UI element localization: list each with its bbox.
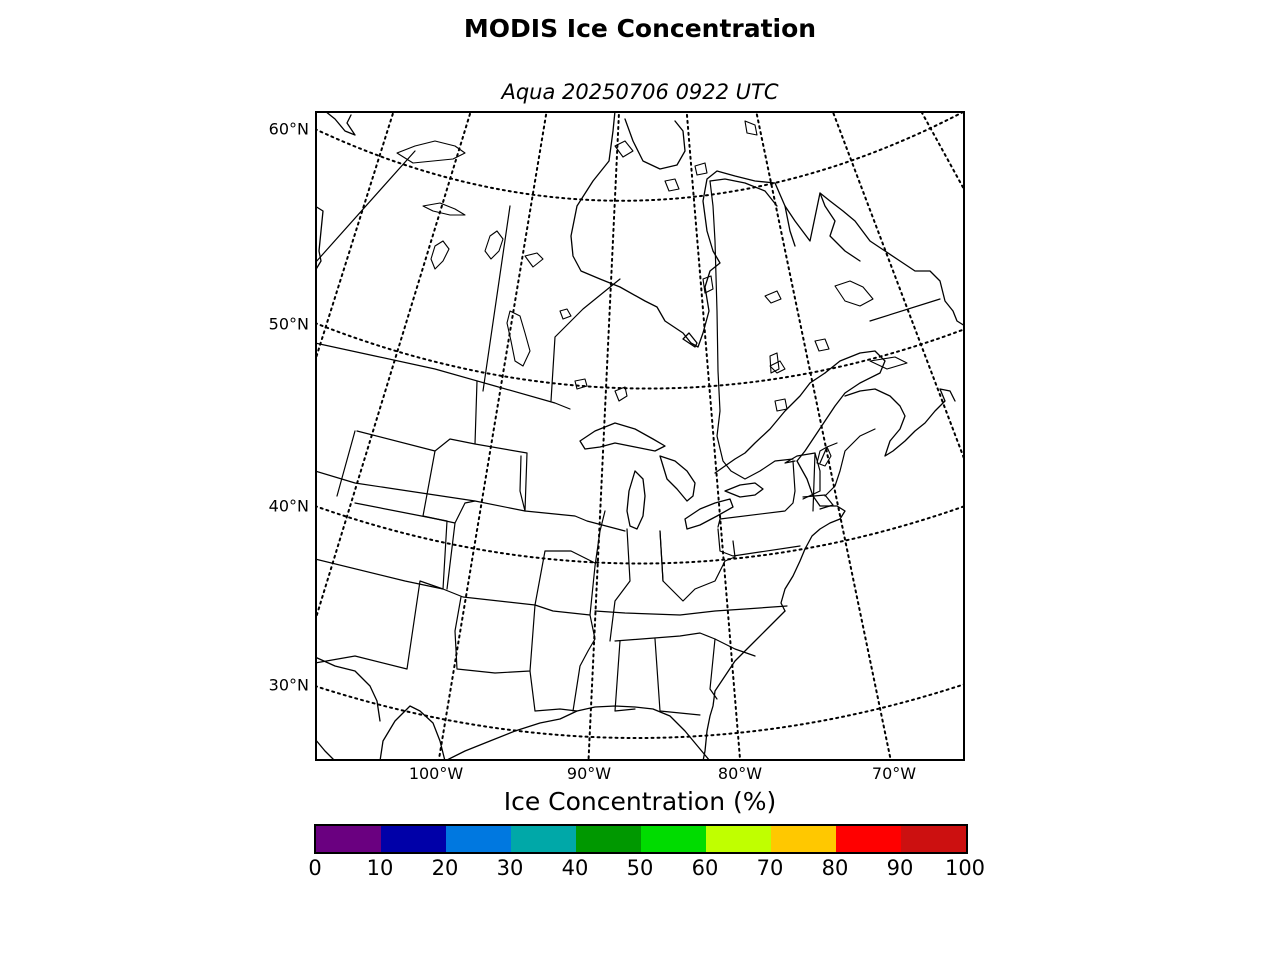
colorbar-tick-label: 90 <box>886 856 914 880</box>
political-boundaries <box>315 150 941 716</box>
colorbar-tick-label: 0 <box>308 856 322 880</box>
colorbar-tick-label: 80 <box>821 856 849 880</box>
colorbar-tick-label: 100 <box>944 856 986 880</box>
map-frame <box>315 111 965 761</box>
colorbar-tick-label: 30 <box>496 856 524 880</box>
lon-label-80w: 80°W <box>717 764 763 783</box>
colorbar-segment <box>446 826 511 852</box>
colorbar-tick-label: 60 <box>691 856 719 880</box>
great-lakes <box>579 332 764 530</box>
colorbar-segment <box>836 826 901 852</box>
lat-label-60n: 60°N <box>268 119 309 139</box>
map-panel <box>315 111 965 761</box>
lon-label-100w: 100°W <box>408 764 464 783</box>
lat-label-50n: 50°N <box>268 314 309 334</box>
colorbar-tick-label: 70 <box>756 856 784 880</box>
parallel-lines <box>315 111 965 739</box>
colorbar-tick-label: 40 <box>561 856 589 880</box>
colorbar-segment <box>381 826 446 852</box>
colorbar-segment <box>641 826 706 852</box>
coastlines <box>315 111 965 761</box>
meridian-lines <box>315 111 965 761</box>
lon-label-90w: 90°W <box>566 764 612 783</box>
map-background <box>315 111 965 761</box>
lat-label-40n: 40°N <box>268 496 309 516</box>
colorbar-segment <box>576 826 641 852</box>
figure-subtitle: Aqua 20250706 0922 UTC <box>501 80 779 104</box>
colorbar-tick-label: 10 <box>366 856 394 880</box>
colorbar-segment <box>511 826 576 852</box>
lat-label-30n: 30°N <box>268 675 309 695</box>
canadian-lakes <box>396 120 908 467</box>
colorbar-segment <box>901 826 966 852</box>
colorbar-tick-label: 50 <box>626 856 654 880</box>
colorbar-segment <box>706 826 771 852</box>
colorbar-tick-label: 20 <box>431 856 459 880</box>
colorbar-segment <box>316 826 381 852</box>
colorbar-segment <box>771 826 836 852</box>
colorbar-title: Ice Concentration (%) <box>503 787 777 816</box>
figure-title: MODIS Ice Concentration <box>463 14 817 43</box>
lon-label-70w: 70°W <box>871 764 917 783</box>
colorbar <box>314 824 968 854</box>
